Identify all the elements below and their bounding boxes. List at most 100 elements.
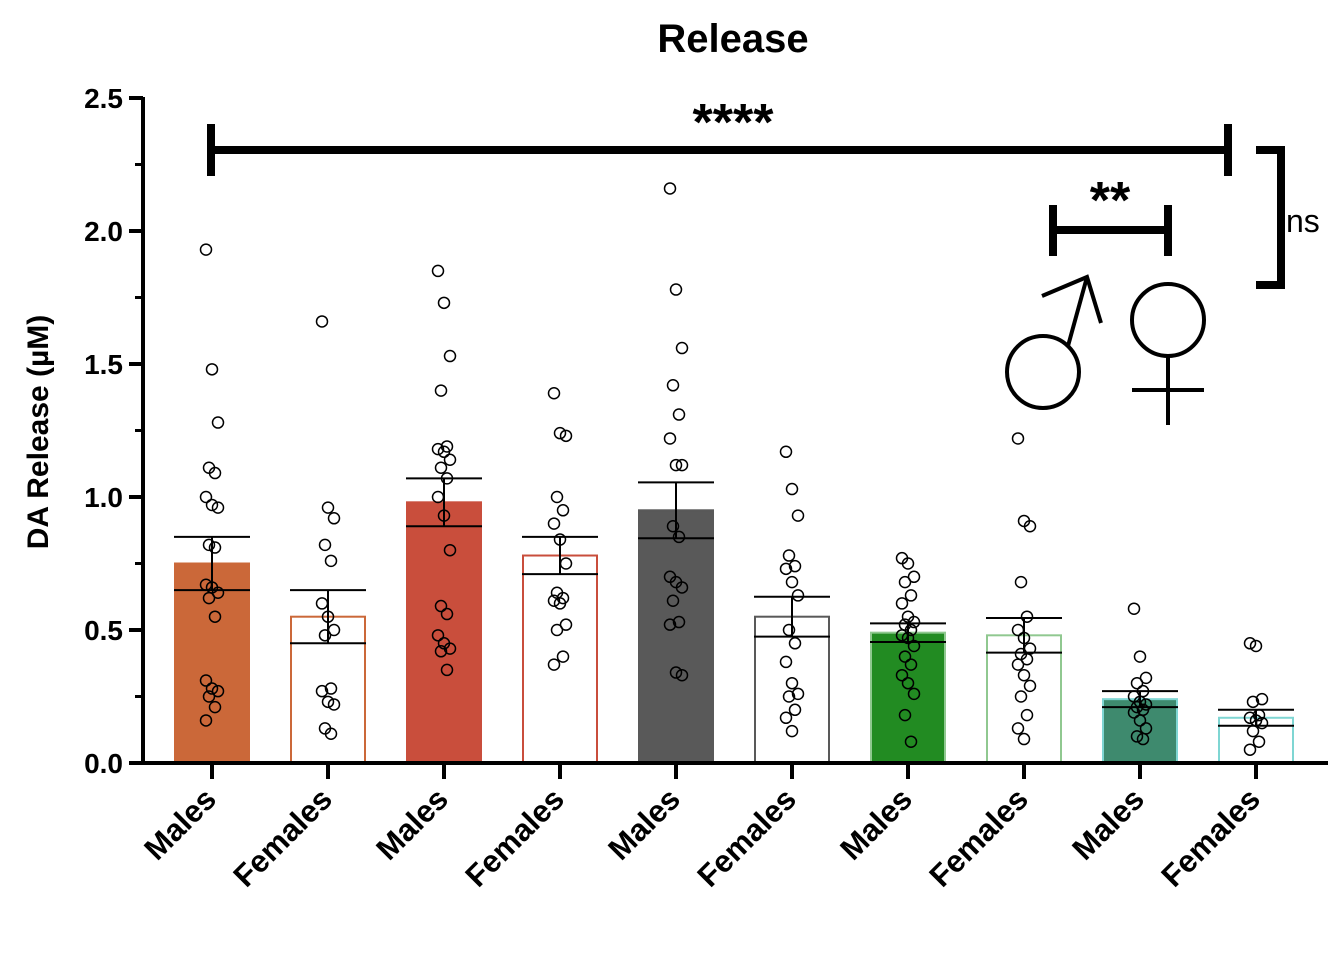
data-point: [556, 504, 570, 517]
data-point: [434, 599, 448, 613]
y-tick-label: 0.5: [84, 615, 123, 646]
y-tick-label: 0.0: [84, 748, 123, 779]
error-bar: [986, 617, 1062, 654]
bar-males-3: [406, 501, 482, 764]
male-symbol-icon: [1005, 274, 1103, 410]
data-point: [443, 453, 457, 467]
data-point: [1017, 668, 1031, 682]
data-point: [199, 243, 213, 256]
data-point: [898, 575, 912, 589]
data-point: [550, 490, 564, 504]
data-point: [895, 597, 909, 610]
error-bar: [174, 535, 250, 592]
y-tick-label: 1.5: [84, 349, 123, 380]
significance-pair-label: **: [1090, 172, 1131, 230]
data-point: [550, 623, 564, 637]
y-tick-label: 2.0: [84, 216, 123, 247]
data-point: [553, 426, 567, 440]
data-point: [895, 668, 909, 682]
data-point: [675, 458, 689, 472]
data-point: [1243, 743, 1257, 756]
data-point: [779, 711, 793, 725]
data-point: [443, 349, 457, 363]
data-point: [791, 687, 805, 701]
data-point: [785, 482, 799, 496]
data-point: [672, 408, 686, 421]
significance-ns-bracket: [1256, 146, 1285, 289]
data-point: [431, 442, 445, 456]
significance-all-bracket: [207, 124, 1232, 176]
data-point: [556, 650, 570, 663]
data-point: [907, 687, 921, 701]
data-point: [434, 384, 448, 397]
data-point: [318, 629, 332, 642]
data-point: [202, 690, 216, 703]
data-point: [791, 509, 805, 522]
significance-all-label: ****: [693, 94, 775, 152]
chart-title: Release: [657, 17, 808, 61]
x-tick-label-females: Females: [1154, 781, 1266, 893]
x-tick-label-males: Males: [601, 781, 687, 867]
data-point: [1020, 610, 1034, 623]
data-point: [904, 589, 918, 602]
error-bar: [290, 589, 366, 645]
data-point: [663, 618, 677, 631]
data-point: [440, 607, 454, 621]
data-point: [675, 341, 689, 355]
data-point: [666, 379, 680, 392]
data-point: [669, 283, 683, 296]
data-point: [672, 615, 686, 629]
data-point: [1130, 730, 1144, 743]
data-point: [904, 658, 918, 671]
data-point: [208, 700, 222, 714]
data-point: [785, 575, 799, 589]
data-point: [559, 429, 573, 443]
data-point: [904, 735, 918, 748]
data-point: [1133, 650, 1147, 663]
data-point: [553, 597, 567, 610]
data-point: [199, 714, 213, 727]
error-bar: [870, 622, 946, 643]
data-point: [666, 594, 680, 607]
data-point: [669, 666, 683, 679]
axes-layer: 0.0 0.5 1.0 1.5 2.0 2.5: [84, 83, 1328, 779]
bar-males-5: [638, 509, 714, 764]
data-point: [779, 655, 793, 669]
data-point: [666, 520, 680, 533]
data-point: [1133, 714, 1147, 727]
data-point: [431, 264, 445, 278]
data-point: [782, 549, 796, 562]
y-tick-label: 1.0: [84, 482, 123, 513]
data-point: [321, 501, 335, 514]
data-point: [327, 512, 341, 525]
error-bar: [1102, 690, 1178, 709]
data-point: [1014, 575, 1028, 589]
data-point: [205, 498, 219, 512]
error-bar: [406, 477, 482, 528]
data-point: [1139, 671, 1153, 685]
data-point: [1011, 432, 1025, 445]
data-point: [1020, 653, 1034, 666]
significance-ns-label: ns: [1286, 203, 1320, 239]
data-point: [1017, 732, 1031, 746]
y-tick-label: 2.5: [84, 83, 123, 114]
data-point: [199, 674, 213, 687]
data-point: [1127, 602, 1141, 615]
data-point: [675, 668, 689, 682]
data-point: [315, 597, 329, 610]
points-layer: [199, 182, 1269, 756]
data-point: [321, 695, 335, 709]
data-point: [663, 182, 677, 195]
female-symbol-icon: [1130, 282, 1206, 425]
x-tick-label-females: Females: [226, 781, 338, 893]
data-point: [907, 570, 921, 584]
data-point: [327, 698, 341, 711]
data-point: [779, 562, 793, 576]
data-point: [904, 623, 918, 637]
data-point: [1246, 695, 1260, 709]
data-point: [1255, 692, 1269, 706]
data-point: [898, 650, 912, 663]
data-point: [785, 676, 799, 690]
data-point: [443, 642, 457, 655]
error-bar: [638, 481, 714, 540]
